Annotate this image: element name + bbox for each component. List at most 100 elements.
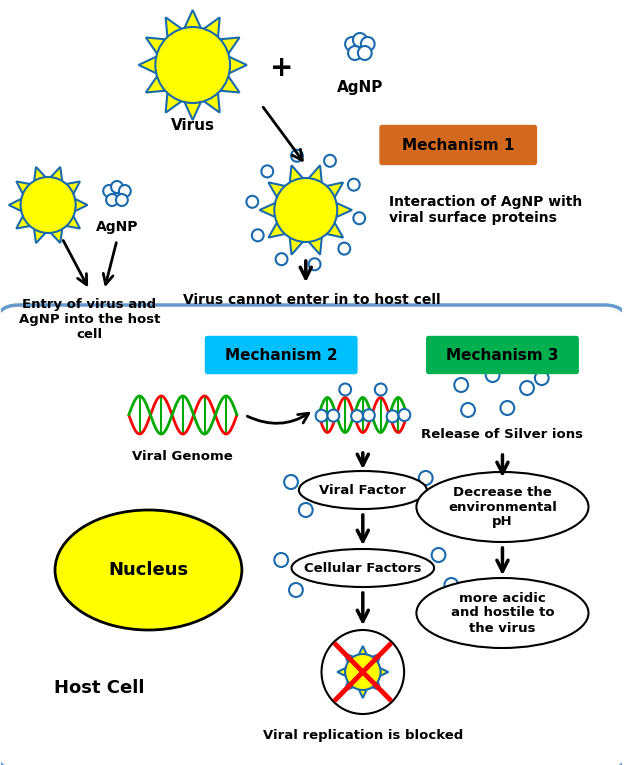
Circle shape <box>363 409 375 422</box>
Text: Nucleus: Nucleus <box>108 561 188 579</box>
Text: AgNP: AgNP <box>337 80 383 95</box>
Polygon shape <box>204 18 220 37</box>
Text: Entry of virus and
AgNP into the host
cell: Entry of virus and AgNP into the host ce… <box>19 298 160 341</box>
Polygon shape <box>75 199 87 211</box>
Polygon shape <box>16 181 30 194</box>
Polygon shape <box>337 668 346 676</box>
Polygon shape <box>66 216 80 229</box>
Polygon shape <box>185 10 201 28</box>
FancyBboxPatch shape <box>427 337 578 373</box>
FancyBboxPatch shape <box>205 337 357 373</box>
Polygon shape <box>344 682 353 690</box>
FancyBboxPatch shape <box>380 125 537 164</box>
Polygon shape <box>289 165 303 183</box>
Circle shape <box>246 196 258 208</box>
Circle shape <box>274 178 337 242</box>
Polygon shape <box>146 76 165 93</box>
Text: Mechanism 3: Mechanism 3 <box>446 347 559 363</box>
Polygon shape <box>185 102 201 120</box>
Polygon shape <box>9 199 21 211</box>
Text: AgNP: AgNP <box>95 220 138 234</box>
Circle shape <box>351 410 363 422</box>
Circle shape <box>387 410 398 422</box>
Text: Viral replication is blocked: Viral replication is blocked <box>263 729 463 742</box>
Polygon shape <box>146 37 165 54</box>
Polygon shape <box>309 238 322 255</box>
Polygon shape <box>166 18 181 37</box>
Polygon shape <box>204 93 220 112</box>
Polygon shape <box>34 229 46 243</box>
Text: Virus cannot enter in to host cell: Virus cannot enter in to host cell <box>183 293 441 307</box>
Circle shape <box>155 27 230 103</box>
Circle shape <box>116 194 128 206</box>
Circle shape <box>461 403 475 417</box>
Ellipse shape <box>416 472 588 542</box>
Circle shape <box>315 410 327 422</box>
Polygon shape <box>336 203 352 217</box>
Circle shape <box>399 409 410 421</box>
Polygon shape <box>229 57 246 73</box>
Polygon shape <box>269 223 285 238</box>
Polygon shape <box>166 93 181 112</box>
Circle shape <box>106 194 118 206</box>
Polygon shape <box>359 646 367 654</box>
Polygon shape <box>260 203 275 217</box>
Circle shape <box>252 230 264 241</box>
Text: Host Cell: Host Cell <box>54 679 145 697</box>
Circle shape <box>21 177 76 233</box>
Circle shape <box>324 155 336 167</box>
Text: Viral Genome: Viral Genome <box>133 450 233 463</box>
Text: Interaction of AgNP with
viral surface proteins: Interaction of AgNP with viral surface p… <box>389 195 583 225</box>
Circle shape <box>375 383 387 396</box>
Circle shape <box>345 37 359 51</box>
Text: more acidic
and hostile to
the virus: more acidic and hostile to the virus <box>451 591 554 634</box>
Text: Mechanism 2: Mechanism 2 <box>225 347 337 363</box>
Polygon shape <box>372 653 381 662</box>
Polygon shape <box>16 216 30 229</box>
Text: Decrease the
environmental
pH: Decrease the environmental pH <box>448 486 557 529</box>
Polygon shape <box>138 57 156 73</box>
Circle shape <box>322 630 404 714</box>
Polygon shape <box>327 223 343 238</box>
Circle shape <box>358 46 372 60</box>
Circle shape <box>338 243 350 255</box>
Polygon shape <box>344 653 353 662</box>
Circle shape <box>284 475 298 489</box>
Circle shape <box>520 381 534 395</box>
Circle shape <box>432 548 446 562</box>
Polygon shape <box>66 181 80 194</box>
FancyBboxPatch shape <box>0 305 629 765</box>
Polygon shape <box>220 37 240 54</box>
Text: Release of Silver ions: Release of Silver ions <box>422 428 583 441</box>
Circle shape <box>103 185 115 197</box>
Text: Mechanism 1: Mechanism 1 <box>402 138 514 152</box>
Circle shape <box>454 378 468 392</box>
Polygon shape <box>269 182 285 197</box>
Polygon shape <box>220 76 240 93</box>
Circle shape <box>119 185 131 197</box>
Circle shape <box>361 37 375 51</box>
Polygon shape <box>372 682 381 690</box>
Polygon shape <box>51 229 62 243</box>
Circle shape <box>444 578 458 592</box>
Polygon shape <box>380 668 389 676</box>
Circle shape <box>308 259 320 270</box>
Circle shape <box>299 503 313 517</box>
Circle shape <box>419 471 433 485</box>
Polygon shape <box>327 182 343 197</box>
Circle shape <box>111 181 123 193</box>
Text: Viral Factor: Viral Factor <box>319 483 406 496</box>
Circle shape <box>274 553 288 567</box>
Polygon shape <box>289 238 303 255</box>
Ellipse shape <box>416 578 588 648</box>
Polygon shape <box>51 167 62 181</box>
Text: Virus: Virus <box>171 118 215 133</box>
Polygon shape <box>34 167 46 181</box>
Circle shape <box>348 179 360 190</box>
Circle shape <box>289 583 303 597</box>
Circle shape <box>339 383 351 396</box>
Circle shape <box>353 33 367 47</box>
Circle shape <box>327 409 339 422</box>
Circle shape <box>353 212 365 224</box>
Circle shape <box>486 368 499 382</box>
